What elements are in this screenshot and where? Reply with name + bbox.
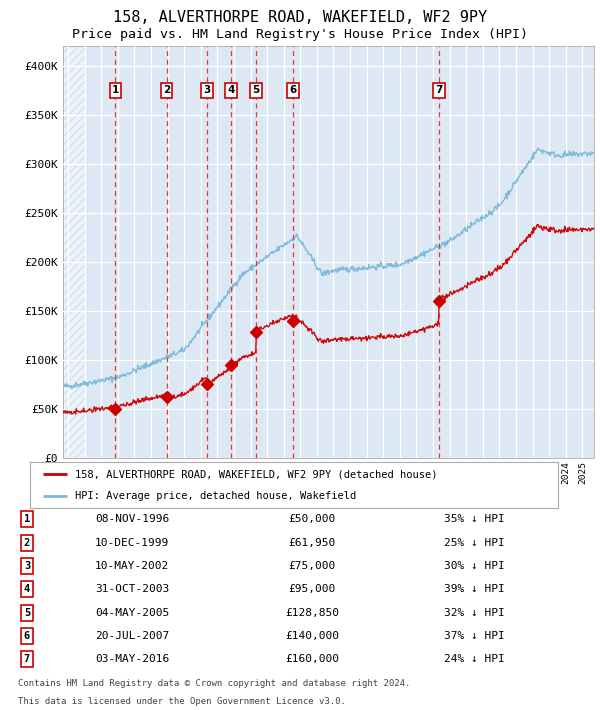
Text: 04-MAY-2005: 04-MAY-2005 xyxy=(95,608,169,618)
Text: 3: 3 xyxy=(24,561,30,571)
Text: 2: 2 xyxy=(163,85,170,95)
Text: 5: 5 xyxy=(24,608,30,618)
Text: 5: 5 xyxy=(253,85,260,95)
Text: 25% ↓ HPI: 25% ↓ HPI xyxy=(443,537,505,547)
Text: £160,000: £160,000 xyxy=(285,655,339,665)
Text: £50,000: £50,000 xyxy=(289,514,335,524)
Text: 39% ↓ HPI: 39% ↓ HPI xyxy=(443,584,505,594)
Text: 20-JUL-2007: 20-JUL-2007 xyxy=(95,631,169,641)
Text: 6: 6 xyxy=(289,85,296,95)
Text: 24% ↓ HPI: 24% ↓ HPI xyxy=(443,655,505,665)
Text: 158, ALVERTHORPE ROAD, WAKEFIELD, WF2 9PY: 158, ALVERTHORPE ROAD, WAKEFIELD, WF2 9P… xyxy=(113,10,487,26)
Text: £61,950: £61,950 xyxy=(289,537,335,547)
Text: 4: 4 xyxy=(24,584,30,594)
Text: This data is licensed under the Open Government Licence v3.0.: This data is licensed under the Open Gov… xyxy=(18,697,346,706)
Text: 30% ↓ HPI: 30% ↓ HPI xyxy=(443,561,505,571)
Text: 158, ALVERTHORPE ROAD, WAKEFIELD, WF2 9PY (detached house): 158, ALVERTHORPE ROAD, WAKEFIELD, WF2 9P… xyxy=(75,469,437,479)
Text: 3: 3 xyxy=(203,85,211,95)
Text: 10-MAY-2002: 10-MAY-2002 xyxy=(95,561,169,571)
Text: 2: 2 xyxy=(24,537,30,547)
Text: 08-NOV-1996: 08-NOV-1996 xyxy=(95,514,169,524)
Text: 1: 1 xyxy=(112,85,119,95)
Text: 03-MAY-2016: 03-MAY-2016 xyxy=(95,655,169,665)
Text: £95,000: £95,000 xyxy=(289,584,335,594)
Text: £75,000: £75,000 xyxy=(289,561,335,571)
Text: 10-DEC-1999: 10-DEC-1999 xyxy=(95,537,169,547)
Text: £140,000: £140,000 xyxy=(285,631,339,641)
Text: 6: 6 xyxy=(24,631,30,641)
Text: Contains HM Land Registry data © Crown copyright and database right 2024.: Contains HM Land Registry data © Crown c… xyxy=(18,679,410,688)
Text: 4: 4 xyxy=(227,85,235,95)
Text: Price paid vs. HM Land Registry's House Price Index (HPI): Price paid vs. HM Land Registry's House … xyxy=(72,28,528,41)
Text: 37% ↓ HPI: 37% ↓ HPI xyxy=(443,631,505,641)
Text: 7: 7 xyxy=(24,655,30,665)
Text: 31-OCT-2003: 31-OCT-2003 xyxy=(95,584,169,594)
Text: 7: 7 xyxy=(435,85,442,95)
Text: 32% ↓ HPI: 32% ↓ HPI xyxy=(443,608,505,618)
Text: 1: 1 xyxy=(24,514,30,524)
Text: 35% ↓ HPI: 35% ↓ HPI xyxy=(443,514,505,524)
Text: HPI: Average price, detached house, Wakefield: HPI: Average price, detached house, Wake… xyxy=(75,491,356,501)
Text: £128,850: £128,850 xyxy=(285,608,339,618)
